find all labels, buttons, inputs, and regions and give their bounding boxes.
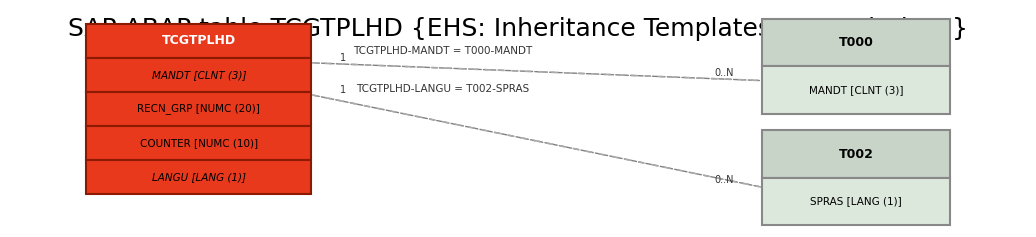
FancyBboxPatch shape <box>762 178 950 225</box>
FancyBboxPatch shape <box>86 92 312 126</box>
FancyBboxPatch shape <box>86 126 312 160</box>
Text: T000: T000 <box>838 36 873 49</box>
Text: TCGTPLHD-MANDT = T000-MANDT: TCGTPLHD-MANDT = T000-MANDT <box>353 46 533 56</box>
FancyBboxPatch shape <box>762 19 950 66</box>
Text: 1: 1 <box>340 85 346 95</box>
Text: SAP ABAP table TCGTPLHD {EHS: Inheritance Templates - Descriptions}: SAP ABAP table TCGTPLHD {EHS: Inheritanc… <box>68 17 968 41</box>
Text: 0..N: 0..N <box>715 68 733 78</box>
Text: LANGU [LANG (1)]: LANGU [LANG (1)] <box>151 172 246 182</box>
Text: T002: T002 <box>838 148 873 160</box>
Text: TCGTPLHD-LANGU = T002-SPRAS: TCGTPLHD-LANGU = T002-SPRAS <box>356 84 529 94</box>
FancyBboxPatch shape <box>762 130 950 178</box>
Text: MANDT [CLNT (3)]: MANDT [CLNT (3)] <box>151 70 246 80</box>
FancyBboxPatch shape <box>86 24 312 58</box>
Text: COUNTER [NUMC (10)]: COUNTER [NUMC (10)] <box>140 138 258 148</box>
FancyBboxPatch shape <box>86 58 312 92</box>
Text: TCGTPLHD: TCGTPLHD <box>162 34 236 47</box>
Text: RECN_GRP [NUMC (20)]: RECN_GRP [NUMC (20)] <box>138 104 260 114</box>
Text: 0..N: 0..N <box>715 175 733 185</box>
FancyBboxPatch shape <box>762 66 950 114</box>
Text: MANDT [CLNT (3)]: MANDT [CLNT (3)] <box>809 85 903 95</box>
Text: SPRAS [LANG (1)]: SPRAS [LANG (1)] <box>810 196 902 206</box>
FancyBboxPatch shape <box>86 160 312 194</box>
Text: 1: 1 <box>340 53 346 63</box>
